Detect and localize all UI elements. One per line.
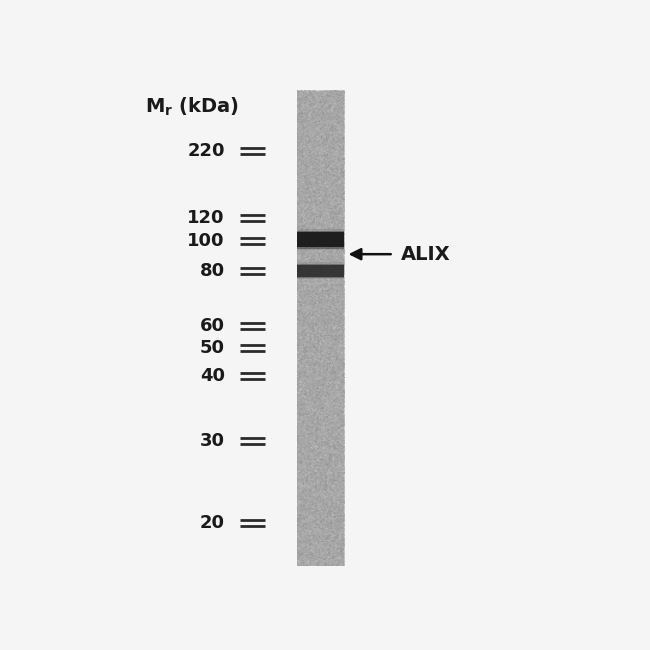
Text: 50: 50 <box>200 339 225 358</box>
Text: $\mathbf{M_r}$ $\mathbf{(kDa)}$: $\mathbf{M_r}$ $\mathbf{(kDa)}$ <box>145 96 239 118</box>
Text: 60: 60 <box>200 317 225 335</box>
Text: 120: 120 <box>187 209 225 227</box>
Bar <box>296 265 345 277</box>
Bar <box>296 90 345 566</box>
Bar <box>296 263 345 278</box>
Bar <box>296 231 345 249</box>
Text: 220: 220 <box>187 142 225 159</box>
Bar <box>296 90 345 566</box>
Text: 80: 80 <box>200 262 225 279</box>
Text: 100: 100 <box>187 231 225 250</box>
Bar <box>296 232 345 248</box>
Bar <box>296 229 345 250</box>
Text: 20: 20 <box>200 514 225 532</box>
Text: ALIX: ALIX <box>401 244 450 264</box>
Text: 40: 40 <box>200 367 225 385</box>
Bar <box>296 263 345 279</box>
Text: 30: 30 <box>200 432 225 450</box>
